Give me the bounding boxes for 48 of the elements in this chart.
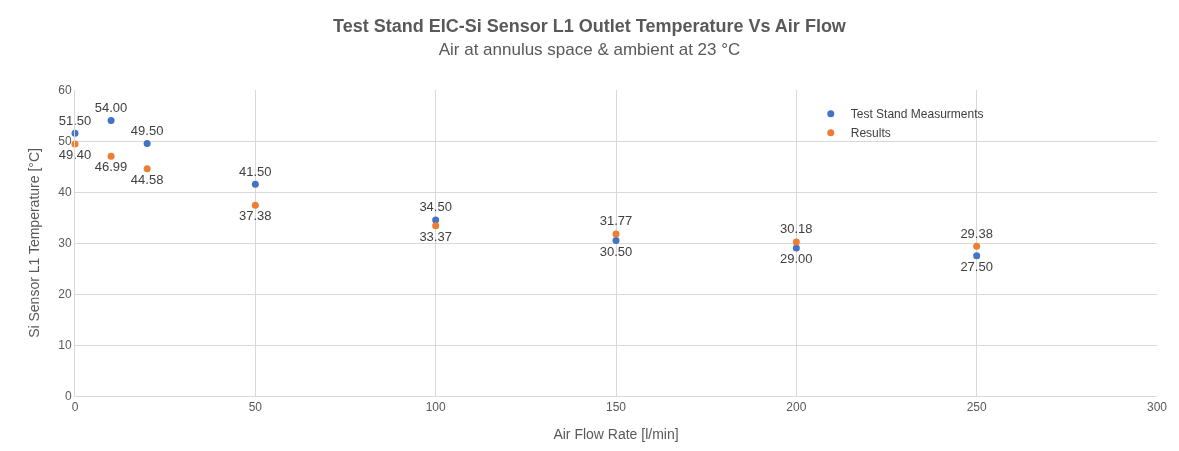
- x-tick-label: 200: [786, 400, 807, 415]
- point: [792, 238, 800, 246]
- point: [107, 152, 115, 160]
- data-label: 51.50: [58, 112, 92, 128]
- data-label: 27.50: [960, 258, 993, 274]
- y-axis-title: Si Sensor L1 Temperature [°C]: [25, 148, 42, 338]
- point: [251, 180, 259, 188]
- point: [251, 201, 259, 209]
- point: [973, 242, 981, 250]
- point: [107, 117, 115, 125]
- data-label: 37.38: [239, 208, 272, 224]
- chart-title: Test Stand EIC-Si Sensor L1 Outlet Temperature Vs Air Flow: [333, 15, 847, 36]
- data-label: 30.50: [599, 243, 633, 259]
- data-label: 30.18: [780, 221, 813, 237]
- data-label: 44.58: [130, 171, 164, 187]
- x-tick-label: 100: [425, 400, 446, 415]
- point: [143, 140, 151, 148]
- point: [143, 165, 151, 173]
- legend-label: Test Stand Measurments: [850, 107, 984, 122]
- data-label: 46.99: [94, 159, 128, 175]
- x-tick-label: 300: [1146, 400, 1168, 415]
- x-tick-label: 150: [605, 400, 627, 415]
- point: [612, 230, 620, 238]
- x-tick-label: 50: [248, 400, 263, 415]
- point: [792, 244, 800, 252]
- y-tick-label: 20: [58, 287, 72, 302]
- y-tick-label: 30: [58, 236, 72, 251]
- y-tick-label: 40: [58, 185, 72, 200]
- data-label: 34.50: [419, 199, 452, 215]
- data-label: 31.77: [599, 213, 633, 229]
- data-label: 41.50: [239, 163, 272, 179]
- x-tick-label: 250: [966, 400, 987, 415]
- data-label: 49.50: [130, 122, 164, 138]
- y-tick-label: 0: [64, 389, 72, 404]
- x-axis-title: Air Flow Rate [l/min]: [553, 425, 679, 442]
- point: [612, 236, 620, 244]
- legend-label: Results: [850, 126, 891, 141]
- data-label: 49.40: [58, 147, 92, 163]
- data-label: 33.37: [419, 228, 452, 244]
- y-tick-label: 50: [58, 134, 72, 149]
- y-tick-label: 10: [58, 338, 72, 353]
- chart-subtitle: Air at annulus space & ambient at 23 °C: [438, 39, 741, 59]
- data-label: 29.00: [780, 251, 813, 267]
- data-label: 29.38: [960, 225, 993, 241]
- y-tick-label: 60: [58, 83, 72, 98]
- data-label: 54.00: [94, 99, 128, 115]
- point: [432, 222, 440, 230]
- point: [973, 252, 981, 260]
